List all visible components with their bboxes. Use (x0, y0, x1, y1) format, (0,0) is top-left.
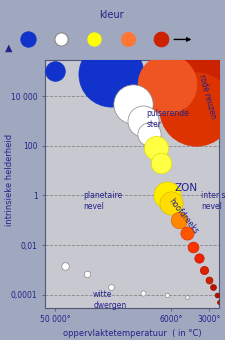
Point (207, 277, 210, 283)
Point (109, 71, 112, 76)
Point (147, 131, 150, 137)
Point (109, 285, 112, 290)
Point (184, 294, 188, 300)
Text: ZON: ZON (173, 184, 196, 193)
Point (194, 106, 197, 112)
Point (92, 37, 96, 42)
Text: pulserende
ster: pulserende ster (146, 109, 188, 129)
Point (184, 231, 188, 236)
Point (177, 218, 180, 223)
Point (158, 37, 162, 42)
Point (191, 245, 194, 250)
Point (216, 300, 220, 305)
Text: kleur: kleur (98, 10, 123, 19)
Point (164, 193, 168, 198)
Point (201, 267, 205, 273)
Point (53, 69, 57, 74)
Point (197, 255, 200, 261)
Point (85, 271, 88, 276)
Point (63, 263, 66, 268)
Text: hoofdreeks: hoofdreeks (166, 196, 199, 236)
Point (153, 146, 157, 151)
Text: planetaire
nevel: planetaire nevel (83, 191, 122, 211)
Point (164, 292, 168, 298)
X-axis label: oppervlaktetemperatuur  ( in °C): oppervlaktetemperatuur ( in °C) (63, 328, 201, 338)
Text: inter stellaire
nevel: inter stellaire nevel (200, 191, 225, 211)
Point (214, 292, 218, 298)
Point (210, 285, 214, 290)
Text: ▲: ▲ (5, 42, 13, 53)
Point (141, 118, 144, 124)
Text: rode reuzen: rode reuzen (196, 73, 217, 119)
Point (141, 290, 144, 295)
Point (159, 160, 162, 166)
Point (131, 101, 135, 106)
Point (203, 74, 207, 80)
Point (125, 37, 129, 42)
Point (26, 37, 30, 42)
Point (169, 200, 172, 206)
Point (59, 37, 63, 42)
Point (164, 82, 168, 87)
Text: intrinsieke helderheid: intrinsieke helderheid (4, 134, 13, 226)
Text: witte
dwergen: witte dwergen (93, 290, 126, 310)
